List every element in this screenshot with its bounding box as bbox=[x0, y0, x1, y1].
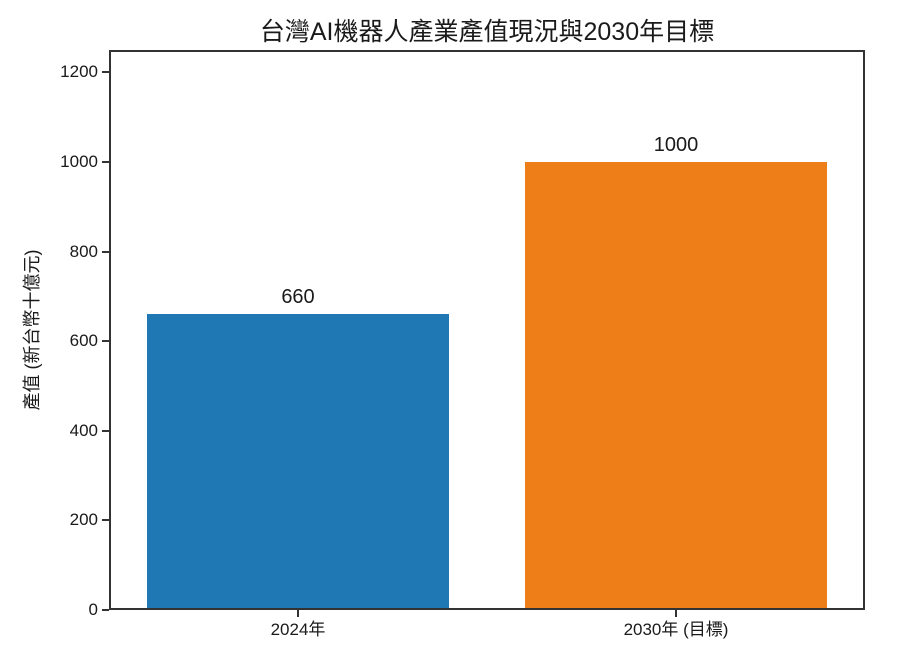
y-tick-label: 600 bbox=[69, 331, 98, 351]
y-tick-label: 200 bbox=[69, 510, 98, 530]
y-tick-mark bbox=[102, 519, 109, 522]
bar-value-label: 660 bbox=[281, 286, 315, 309]
x-tick-mark bbox=[675, 610, 677, 617]
x-tick-label: 2024年 bbox=[270, 620, 326, 639]
bar-2024 bbox=[146, 314, 450, 608]
y-tick-label: 400 bbox=[69, 420, 98, 440]
x-tick-label: 2030年 (目標) bbox=[623, 620, 729, 639]
y-tick-mark bbox=[102, 71, 109, 74]
y-tick-mark bbox=[102, 429, 109, 432]
x-tick-mark bbox=[297, 610, 299, 617]
y-tick-label: 1200 bbox=[60, 62, 98, 82]
y-tick-mark bbox=[102, 340, 109, 343]
y-tick-mark bbox=[102, 609, 109, 611]
y-tick-label: 1000 bbox=[60, 152, 98, 171]
chart-title: 台灣AI機器人產業產值現況與2030年目標 bbox=[259, 18, 715, 46]
y-tick-mark bbox=[102, 161, 109, 163]
bar-2030-target bbox=[524, 162, 828, 608]
y-tick-label: 800 bbox=[69, 241, 98, 261]
y-tick-label: 0 bbox=[88, 600, 98, 619]
y-axis-label: 產值 (新台幣十億元) bbox=[22, 249, 42, 411]
bar-value-label: 1000 bbox=[653, 134, 699, 156]
y-tick-mark bbox=[102, 250, 109, 253]
